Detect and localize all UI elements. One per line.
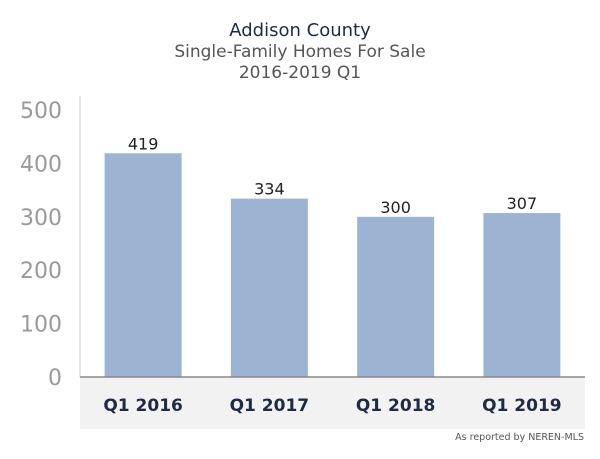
y-tick-label: 200 [20, 259, 62, 284]
bar [357, 216, 435, 377]
category-band [80, 377, 585, 429]
source-note: As reported by NEREN-MLS [455, 432, 584, 443]
y-tick-label: 300 [20, 206, 62, 231]
bar [104, 153, 182, 377]
x-category-label: Q1 2019 [482, 396, 562, 416]
bar-value-label: 334 [254, 180, 285, 199]
x-category-label: Q1 2016 [103, 396, 183, 416]
y-tick-label: 100 [20, 313, 62, 338]
chart-title-block: Addison County Single-Family Homes For S… [0, 20, 600, 84]
chart-title: Addison County [229, 20, 371, 41]
y-tick-label: 500 [20, 99, 62, 124]
chart-subtitle-period: 2016-2019 Q1 [238, 63, 362, 83]
y-tick-label: 0 [48, 366, 62, 391]
bar [483, 213, 561, 377]
y-tick-label: 400 [20, 152, 62, 177]
bar [230, 198, 308, 377]
x-category-label: Q1 2018 [356, 396, 436, 416]
bar-value-label: 419 [128, 134, 159, 153]
chart-subtitle: Single-Family Homes For Sale [174, 42, 426, 62]
x-category-label: Q1 2017 [230, 396, 310, 416]
bar-value-label: 307 [507, 194, 538, 213]
bar-value-label: 300 [380, 198, 411, 217]
